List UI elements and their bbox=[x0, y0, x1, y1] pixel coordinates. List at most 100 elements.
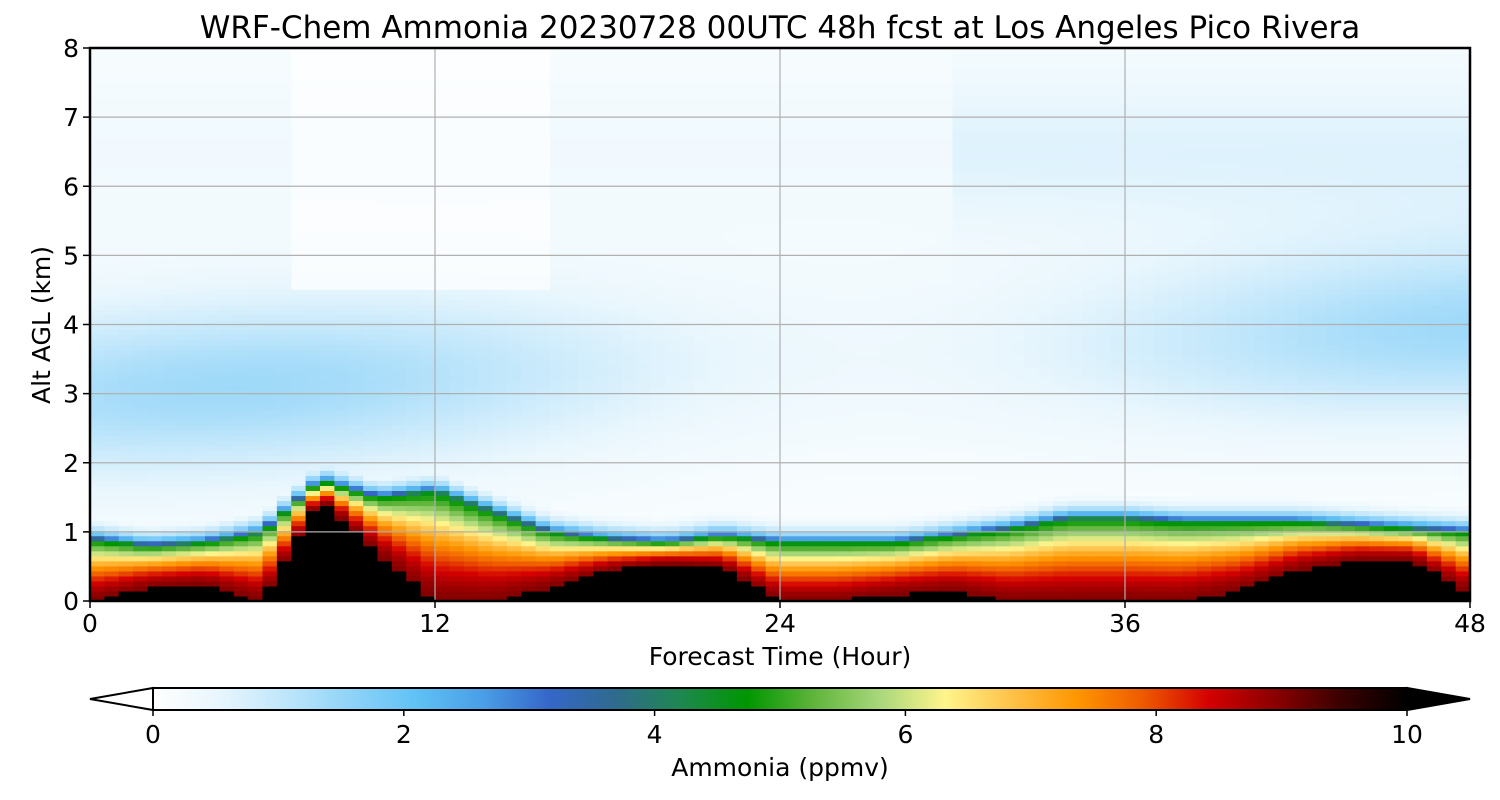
field-cell bbox=[133, 404, 149, 411]
field-cell bbox=[291, 254, 307, 260]
field-cell bbox=[478, 203, 494, 210]
field-cell bbox=[291, 319, 307, 326]
field-cell bbox=[320, 294, 335, 300]
field-cell bbox=[161, 329, 177, 336]
field-cell bbox=[621, 490, 637, 497]
field-cell bbox=[248, 188, 264, 195]
field-cell bbox=[406, 138, 422, 145]
field-cell bbox=[320, 68, 335, 74]
field-cell bbox=[478, 565, 494, 572]
field-cell bbox=[665, 440, 680, 446]
field-cell bbox=[449, 133, 465, 140]
field-cell bbox=[578, 420, 594, 426]
field-cell bbox=[578, 445, 594, 451]
field-cell bbox=[305, 118, 321, 125]
field-cell bbox=[708, 414, 724, 421]
field-cell bbox=[550, 505, 565, 512]
field-cell bbox=[665, 234, 680, 240]
field-cell bbox=[219, 565, 235, 572]
field-cell bbox=[478, 440, 494, 446]
field-cell bbox=[363, 304, 379, 311]
field-cell bbox=[621, 279, 637, 285]
field-cell bbox=[449, 550, 465, 557]
field-cell bbox=[348, 98, 364, 104]
field-cell bbox=[118, 73, 134, 79]
field-cell bbox=[104, 299, 120, 305]
field-cell bbox=[593, 344, 609, 351]
field-cell bbox=[435, 510, 450, 517]
field-cell bbox=[161, 339, 177, 346]
field-cell bbox=[406, 490, 422, 497]
field-cell bbox=[607, 138, 623, 145]
field-cell bbox=[665, 445, 680, 451]
field-cell bbox=[406, 339, 422, 346]
field-cell bbox=[665, 535, 680, 542]
field-cell bbox=[147, 319, 163, 326]
field-cell bbox=[621, 329, 637, 336]
field-cell bbox=[550, 540, 565, 547]
field-cell bbox=[248, 369, 264, 376]
field-cell bbox=[550, 143, 565, 150]
field-cell bbox=[262, 420, 278, 426]
field-cell bbox=[420, 249, 436, 255]
field-cell bbox=[291, 73, 307, 79]
field-cell bbox=[291, 274, 307, 280]
field-cell bbox=[593, 198, 609, 205]
field-cell bbox=[650, 319, 666, 326]
field-cell bbox=[521, 198, 537, 205]
field-cell bbox=[391, 485, 407, 491]
field-cell bbox=[348, 585, 364, 592]
field-cell bbox=[693, 585, 709, 592]
field-cell bbox=[679, 103, 695, 109]
field-cell bbox=[521, 374, 537, 381]
field-cell bbox=[679, 264, 695, 270]
field-cell bbox=[693, 580, 709, 587]
field-cell bbox=[276, 48, 292, 54]
field-cell bbox=[190, 425, 206, 431]
field-cell bbox=[147, 409, 163, 416]
field-cell bbox=[233, 228, 249, 235]
field-cell bbox=[147, 123, 163, 130]
field-cell bbox=[291, 128, 307, 135]
field-cell bbox=[205, 178, 220, 185]
field-cell bbox=[147, 239, 163, 245]
field-cell bbox=[363, 163, 379, 170]
field-cell bbox=[621, 53, 637, 59]
field-cell bbox=[521, 515, 537, 522]
field-cell bbox=[118, 68, 134, 74]
field-cell bbox=[420, 440, 436, 446]
field-cell bbox=[506, 490, 522, 497]
field-cell bbox=[133, 264, 149, 270]
field-cell bbox=[334, 58, 350, 64]
field-cell bbox=[161, 319, 177, 326]
field-cell bbox=[233, 254, 249, 260]
field-cell bbox=[205, 319, 220, 326]
field-cell bbox=[334, 515, 350, 522]
field-cell bbox=[693, 93, 709, 99]
field-cell bbox=[665, 515, 680, 522]
field-cell bbox=[506, 334, 522, 341]
field-cell bbox=[406, 218, 422, 225]
field-cell bbox=[550, 455, 565, 461]
field-cell bbox=[118, 535, 134, 542]
field-cell bbox=[550, 555, 565, 562]
field-cell bbox=[262, 535, 278, 542]
field-cell bbox=[334, 309, 350, 316]
field-cell bbox=[320, 399, 335, 406]
field-cell bbox=[420, 163, 436, 170]
field-cell bbox=[305, 475, 321, 481]
field-cell bbox=[550, 485, 565, 491]
field-cell bbox=[219, 550, 235, 557]
field-cell bbox=[607, 113, 623, 119]
field-cell bbox=[506, 430, 522, 436]
field-cell bbox=[291, 198, 307, 205]
field-cell bbox=[593, 63, 609, 69]
field-cell bbox=[435, 234, 450, 240]
field-cell bbox=[248, 153, 264, 160]
field-cell bbox=[391, 354, 407, 361]
field-cell bbox=[578, 550, 594, 557]
field-cell bbox=[650, 369, 666, 376]
field-cell bbox=[262, 53, 278, 59]
field-cell bbox=[363, 500, 379, 507]
field-cell bbox=[621, 289, 637, 295]
